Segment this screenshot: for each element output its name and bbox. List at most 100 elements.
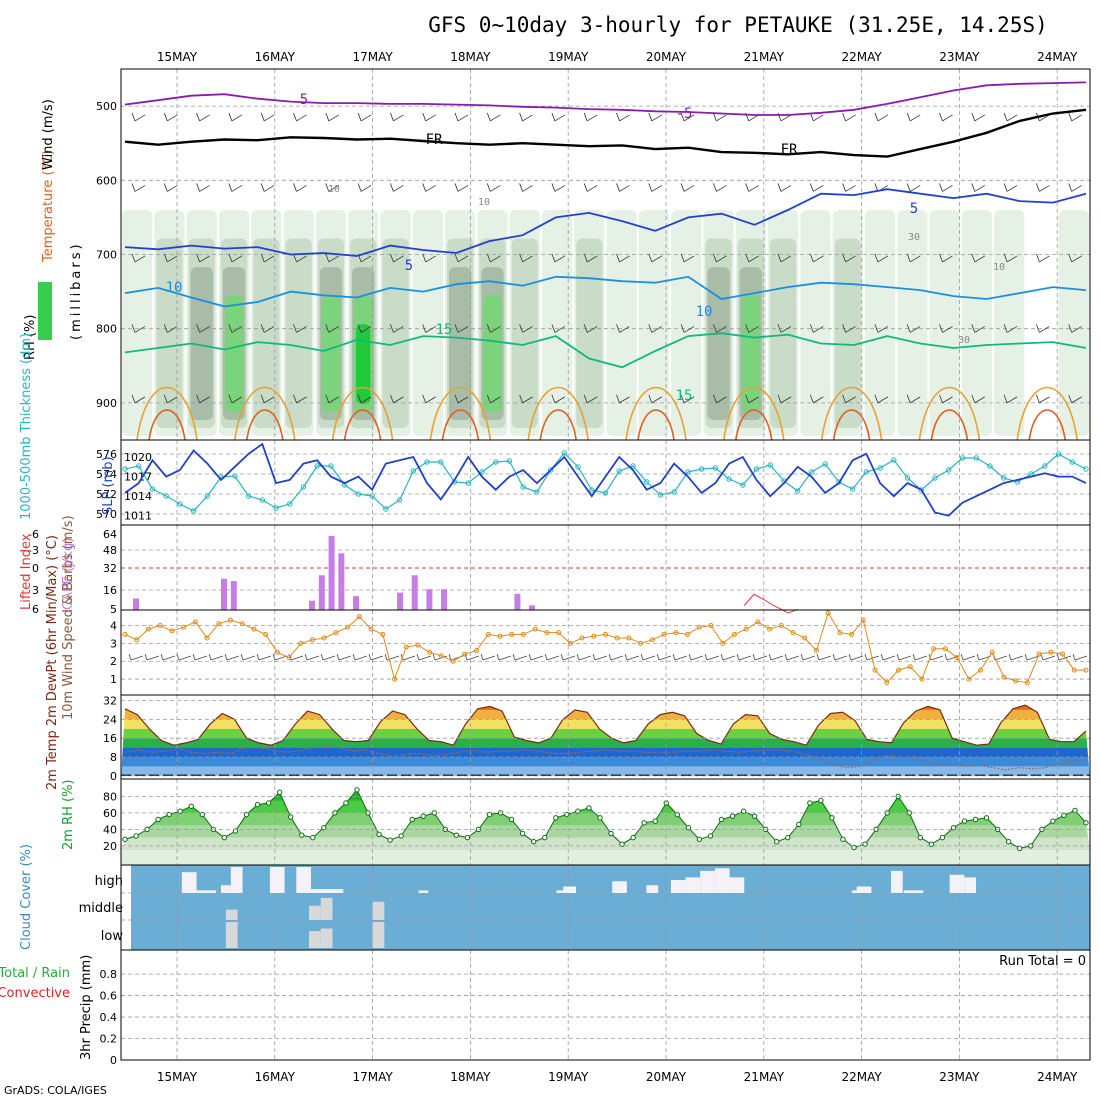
rh2m-marker <box>166 811 172 818</box>
wind10-barb <box>128 653 144 661</box>
wind-barb <box>551 253 566 263</box>
rh2m-marker <box>829 815 835 821</box>
wind-barb <box>325 183 340 192</box>
thickness-marker <box>561 450 568 456</box>
wind-barb <box>519 324 533 333</box>
rh2m-marker <box>1061 812 1067 819</box>
contour-label: 10 <box>993 262 1005 273</box>
isotherm-25-loop <box>148 409 186 441</box>
wind10-marker <box>263 631 269 637</box>
isotherm-25-loop <box>1028 409 1066 441</box>
wind10-marker <box>274 649 280 655</box>
contour-label: 5 <box>405 258 413 274</box>
date-label-bottom: 19MAY <box>548 1070 589 1084</box>
lifted-axis-label: Lifted Index <box>19 533 34 610</box>
rh2m-marker <box>287 814 294 820</box>
thickness-marker <box>204 493 211 499</box>
wind-barb <box>1036 253 1050 263</box>
pressure-tick: 600 <box>96 174 117 187</box>
wind-barb <box>713 394 727 404</box>
isotherm-20-loop <box>136 386 198 441</box>
isotherm-25-loop <box>539 409 577 441</box>
cloud-bar-high <box>685 877 701 893</box>
date-label-top: 21MAY <box>744 50 785 64</box>
temp2m-line <box>124 704 1087 746</box>
wind10-marker <box>778 623 784 628</box>
cape-bar <box>426 589 433 610</box>
wind-barb <box>163 324 178 333</box>
wind-barb <box>616 183 630 192</box>
rh-shade <box>671 209 702 436</box>
contour-label: 30 <box>908 232 920 243</box>
wind-barb <box>906 394 921 404</box>
wind-barb <box>939 324 953 333</box>
thickness-marker <box>259 497 265 503</box>
thickness-marker <box>314 463 320 469</box>
wind10-barb <box>336 653 352 661</box>
cloud-bar-high <box>964 877 977 893</box>
thickness-marker <box>149 486 156 492</box>
rh2m-axis-label: 2m RH (%) <box>61 779 76 850</box>
wind10-barb <box>544 653 560 661</box>
cape-bar <box>221 578 228 610</box>
wind-barb <box>616 394 630 404</box>
thickness-marker <box>163 493 169 499</box>
rh-shade <box>770 238 797 428</box>
lifted-tick: 0 <box>32 562 39 575</box>
wind-barb <box>648 394 663 404</box>
cloud-bar-high <box>856 886 872 893</box>
wind10-barb <box>224 653 240 661</box>
isotherm-20-loop <box>527 386 589 441</box>
thickness-marker <box>685 469 691 475</box>
contour-label: FR <box>781 142 798 158</box>
wind10-barb <box>528 653 544 661</box>
cloud-bar-high <box>309 889 344 893</box>
wind-barb <box>809 324 824 333</box>
rh-shade <box>961 209 993 436</box>
pressure-axis-label: (millibars) <box>69 241 84 340</box>
rh2m-marker <box>774 839 780 845</box>
wind10-marker <box>860 617 866 623</box>
wind-barb <box>293 394 307 404</box>
wind10-marker <box>942 646 948 652</box>
cloud-level-label: low <box>101 929 124 944</box>
rh-shade <box>864 209 896 436</box>
rh-shade <box>483 295 502 412</box>
thickness-marker <box>534 489 540 495</box>
wind10-barb <box>240 653 256 661</box>
wind-barb <box>842 324 856 333</box>
wind10-barb <box>512 653 528 661</box>
wind10-barb <box>752 653 768 661</box>
isotherm-25-loop <box>441 409 480 441</box>
isotherm-line <box>124 275 1087 308</box>
wind-barb <box>551 394 566 404</box>
lifted-tick: -3 <box>28 544 39 557</box>
rh2m-marker <box>983 815 990 821</box>
rh-shade <box>741 295 760 412</box>
rh2m-marker <box>453 832 460 838</box>
rh2m-marker <box>464 834 471 841</box>
wind10-barb <box>624 653 640 661</box>
cape-bar <box>397 592 404 610</box>
wind10-marker <box>1001 674 1007 680</box>
wind10-marker <box>134 637 140 643</box>
precip-tick: 0.8 <box>100 968 118 981</box>
precip-tick: 0.2 <box>100 1033 118 1046</box>
thickness-marker <box>740 482 746 488</box>
wind10-barb <box>368 653 384 661</box>
lifted-tick: -6 <box>28 528 39 541</box>
wind-barb <box>809 183 824 192</box>
wind10-marker <box>849 631 855 637</box>
wind10-marker <box>755 619 761 625</box>
wind10-marker <box>239 621 245 627</box>
rh2m-marker <box>321 825 327 831</box>
rh-shade <box>994 209 1025 436</box>
contour-label: 10 <box>696 304 713 320</box>
rh2m-marker <box>310 834 316 841</box>
thickness-marker <box>904 475 911 481</box>
wind10-barb <box>272 653 288 661</box>
wind10-marker <box>450 658 456 664</box>
rh2m-marker <box>243 811 250 818</box>
wind10-marker <box>169 628 175 634</box>
wind-barb <box>939 112 953 122</box>
